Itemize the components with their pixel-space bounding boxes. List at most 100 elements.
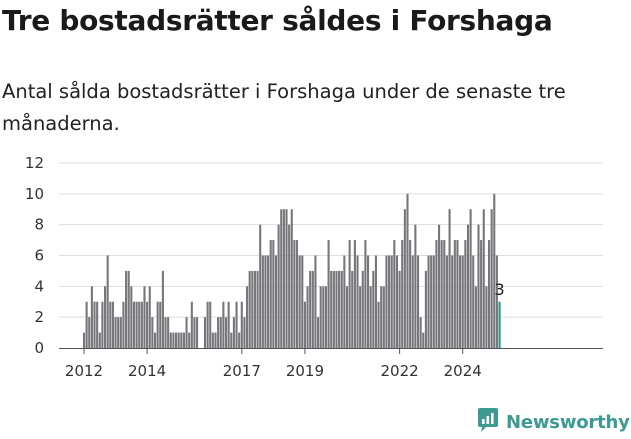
bar <box>222 301 225 348</box>
bar <box>267 255 270 348</box>
bar <box>327 240 330 348</box>
bar <box>169 332 172 348</box>
bar <box>451 255 454 348</box>
bar <box>111 301 114 348</box>
bar <box>443 240 446 348</box>
bar <box>177 332 180 348</box>
bar <box>151 317 154 348</box>
bar <box>180 332 183 348</box>
bar <box>366 255 370 348</box>
bar <box>248 270 251 348</box>
y-tick-label: 2 <box>34 308 44 326</box>
bar <box>353 240 356 348</box>
bar <box>309 270 312 348</box>
bar <box>298 255 301 348</box>
bar <box>206 301 209 348</box>
bar <box>188 332 191 348</box>
bar <box>172 332 175 348</box>
newsworthy-logo-icon <box>476 407 500 437</box>
bar <box>109 301 112 348</box>
bar <box>217 317 220 348</box>
bar <box>303 301 306 348</box>
bar <box>240 301 243 348</box>
bar <box>395 255 399 348</box>
bar <box>435 240 438 348</box>
bar <box>82 332 86 348</box>
bar <box>277 224 280 348</box>
bar <box>311 270 314 348</box>
bar <box>106 255 109 348</box>
brand-name: Newsworthy <box>506 411 630 433</box>
bar <box>119 317 122 348</box>
bar <box>148 286 151 348</box>
x-axis: 2012 2014 2017 2019 2022 2024 <box>59 348 603 380</box>
bar <box>224 317 228 348</box>
bar <box>196 317 199 348</box>
x-tick-label: 2019 <box>286 362 324 380</box>
bar <box>264 255 267 348</box>
bar <box>295 240 299 348</box>
bar <box>398 270 401 348</box>
bar <box>282 209 285 348</box>
bar <box>388 255 391 348</box>
bar <box>416 255 420 348</box>
bar <box>351 270 354 348</box>
bar <box>314 255 317 348</box>
bar <box>474 286 477 348</box>
bar <box>261 255 264 348</box>
bar <box>114 317 117 348</box>
bar <box>246 286 249 348</box>
bar <box>364 240 367 348</box>
bar <box>103 286 107 348</box>
x-tick-label: 2024 <box>444 362 482 380</box>
bar <box>146 301 149 348</box>
bar <box>90 286 93 348</box>
bar <box>219 317 222 348</box>
bar <box>456 240 459 348</box>
bar <box>272 240 275 348</box>
bar <box>445 255 448 348</box>
bar <box>401 240 404 348</box>
bar <box>380 286 383 348</box>
bar <box>390 255 393 348</box>
y-tick-label: 0 <box>34 339 44 357</box>
bar <box>319 286 322 348</box>
bar <box>440 240 443 348</box>
bar <box>419 317 422 348</box>
bar <box>464 240 467 348</box>
bar <box>301 255 304 348</box>
bar <box>143 286 146 348</box>
bar <box>343 255 346 348</box>
bar <box>132 301 136 348</box>
y-tick-label: 12 <box>25 154 44 172</box>
bar <box>409 240 412 348</box>
bar <box>285 209 288 348</box>
y-axis-ticks: 0 2 4 6 8 10 12 <box>25 154 44 357</box>
bar <box>288 224 291 348</box>
bar <box>175 332 178 348</box>
bar <box>251 270 254 348</box>
bar <box>193 317 196 348</box>
bar <box>182 332 185 348</box>
bar <box>374 255 377 348</box>
bar <box>485 286 488 348</box>
bar <box>424 270 427 348</box>
bar <box>98 332 101 348</box>
bar <box>335 270 338 348</box>
bar <box>495 255 498 348</box>
bar <box>117 317 120 348</box>
bar <box>159 301 162 348</box>
bar <box>230 332 233 348</box>
bar <box>482 209 485 348</box>
bar <box>322 286 325 348</box>
bar <box>138 301 141 348</box>
y-tick-label: 4 <box>34 277 44 295</box>
bar <box>369 286 372 348</box>
bar <box>306 286 309 348</box>
bar <box>96 301 99 348</box>
bar <box>101 301 104 348</box>
bar <box>480 240 483 348</box>
chart-subtitle: Antal sålda bostadsrätter i Forshaga und… <box>2 80 566 135</box>
bar <box>122 301 125 348</box>
bar <box>487 240 491 348</box>
